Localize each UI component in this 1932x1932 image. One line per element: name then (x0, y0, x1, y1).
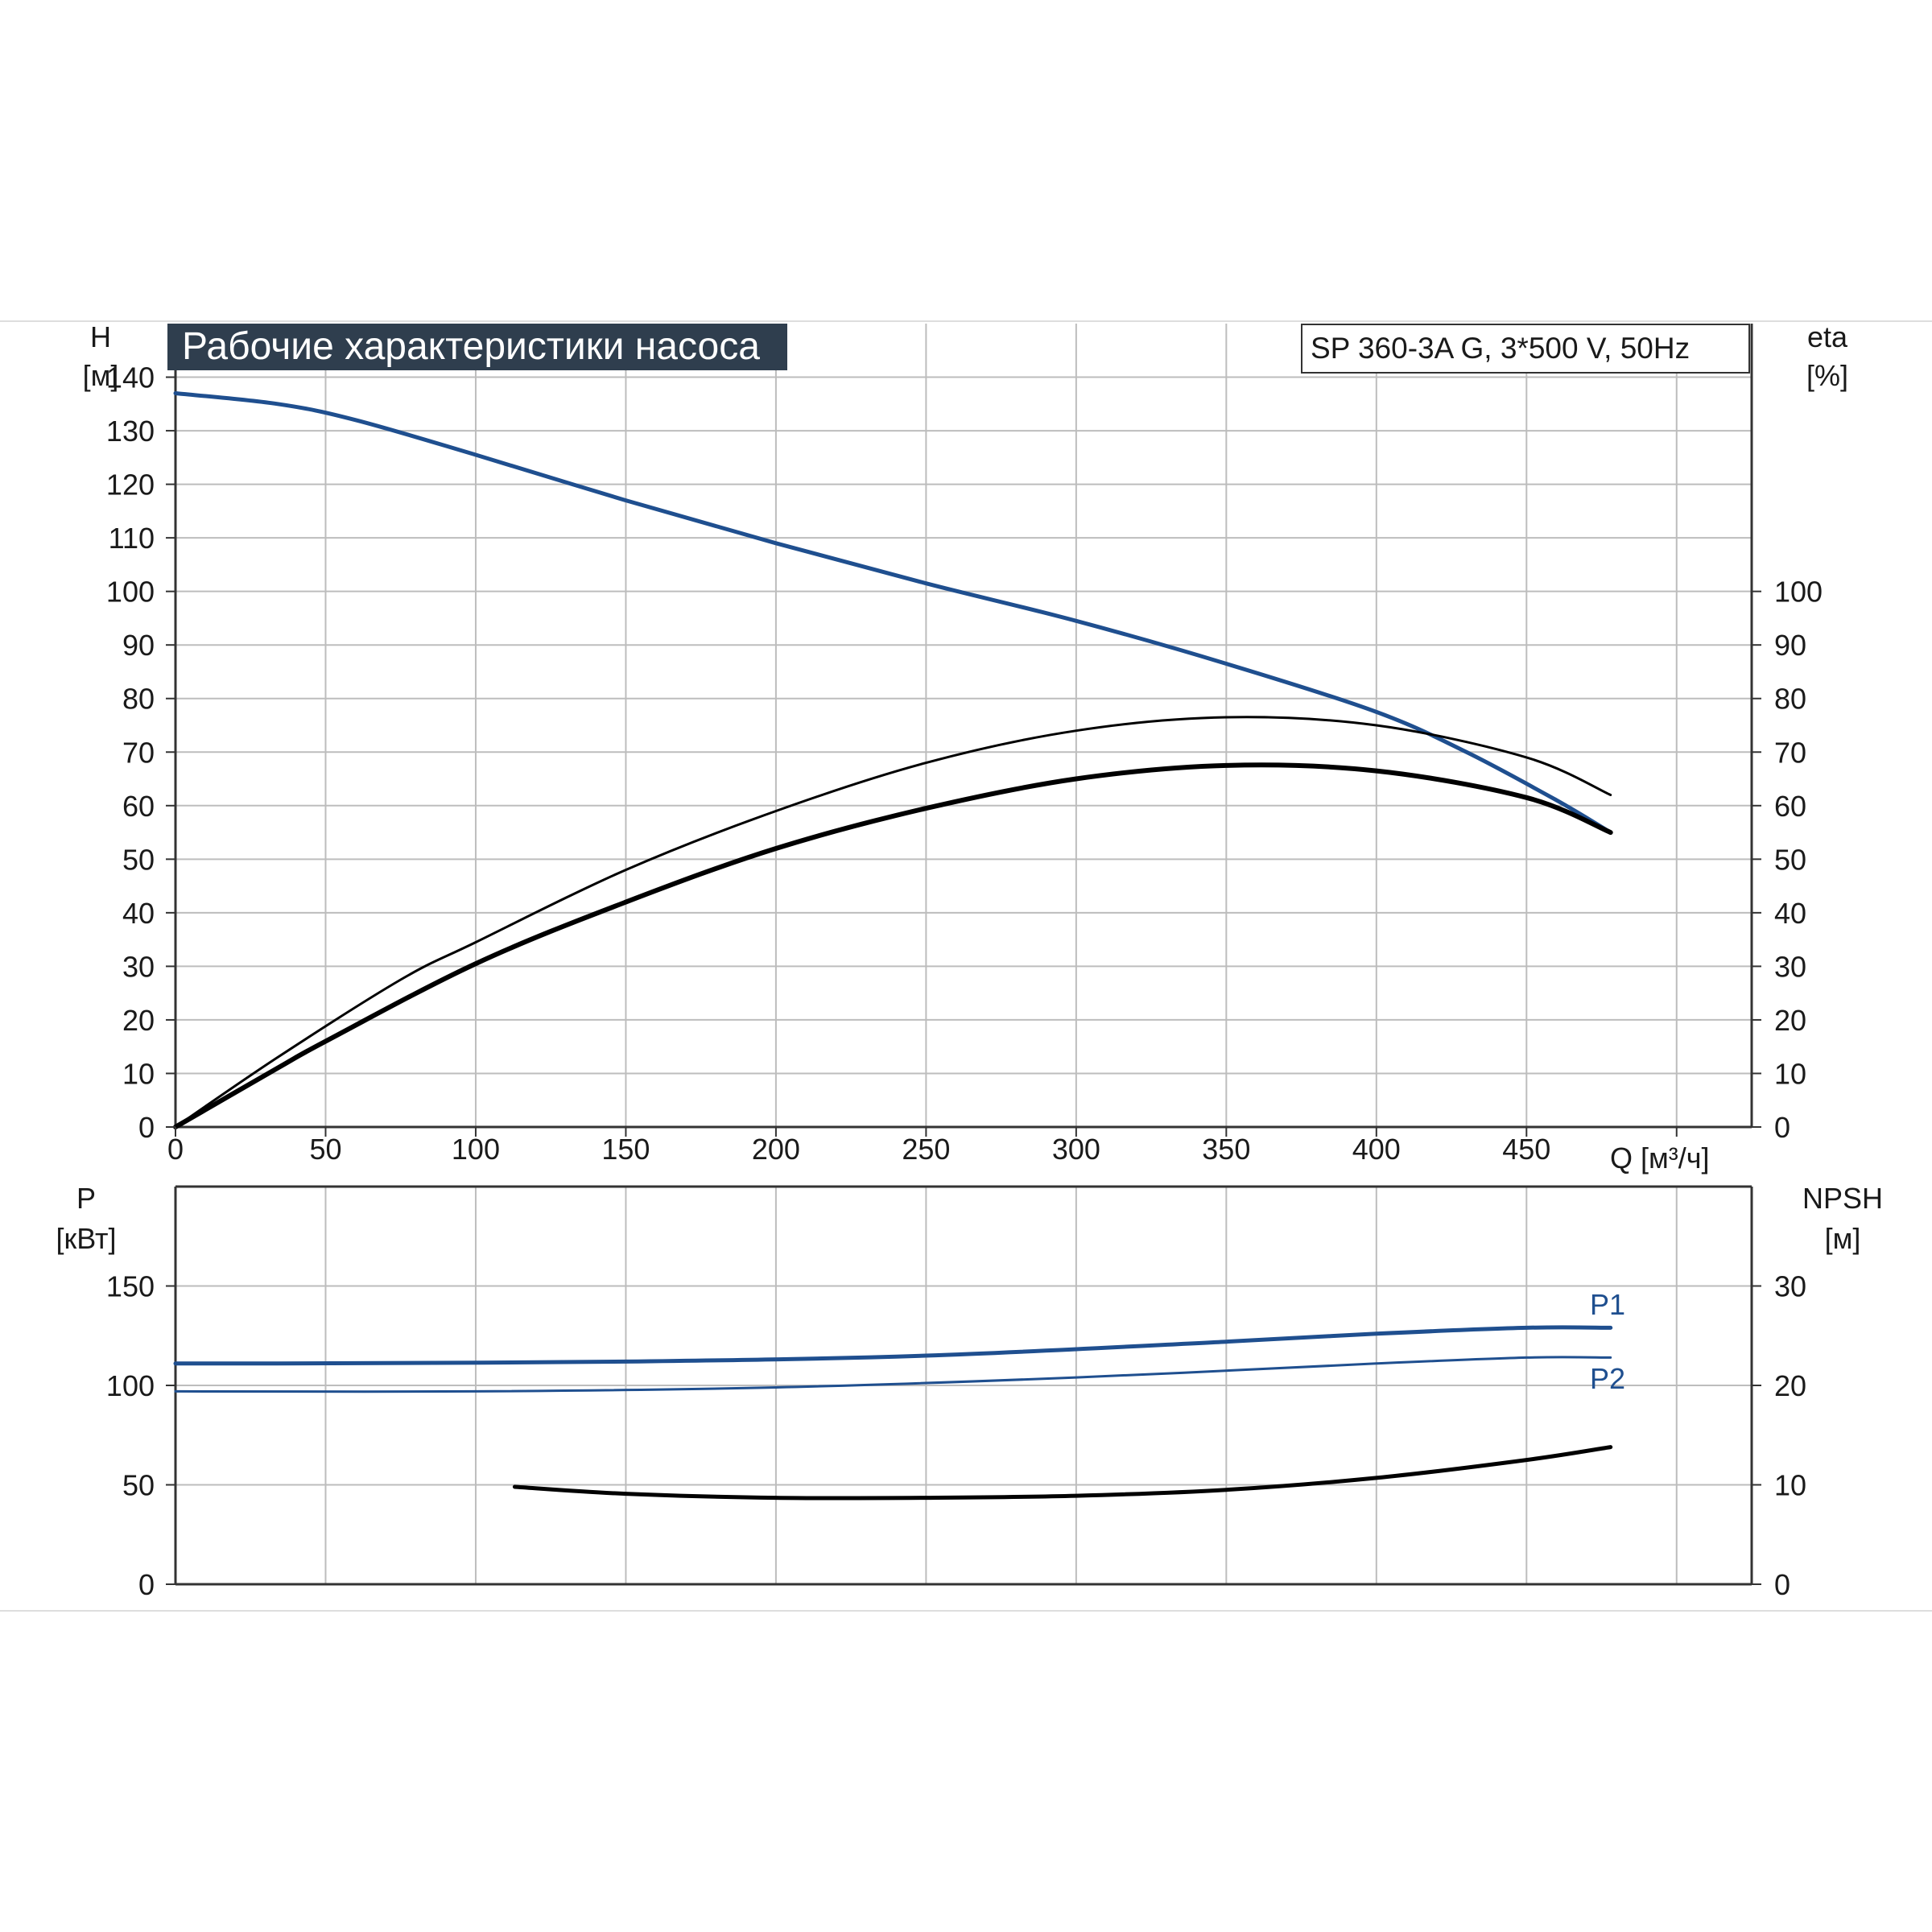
right-tick-label: 100 (1774, 576, 1823, 609)
left-tick-label: 120 (106, 469, 155, 502)
eta-axis-unit: [%] (1806, 359, 1848, 392)
right-tick-label: 0 (1774, 1568, 1790, 1601)
left-tick-label: 20 (122, 1004, 155, 1037)
left-tick-label: 100 (106, 1369, 155, 1402)
x-tick-label: 450 (1502, 1133, 1550, 1166)
right-tick-label: 40 (1774, 897, 1806, 930)
right-tick-label: 30 (1774, 950, 1806, 983)
eta-axis-symbol: eta (1806, 320, 1848, 353)
chart1-series-2-line (512, 1445, 1613, 1501)
model-label: SP 360-3A G, 3*500 V, 50Hz (1301, 324, 1750, 374)
series-label-p2: P2 (1589, 1362, 1626, 1395)
x-tick-label: 400 (1352, 1133, 1401, 1166)
chart0-series-2-line (173, 762, 1613, 1129)
left-tick-label: 70 (122, 736, 155, 769)
chart-title: Рабочие характеристики насоса (167, 324, 787, 370)
ticks-layer: 0102030405060708090100110120130140010203… (106, 361, 1823, 1601)
left-tick-label: 80 (122, 683, 155, 716)
bottom-band-line (0, 1610, 1932, 1612)
left-tick-label: 50 (122, 843, 155, 876)
h-axis-unit: [м] (82, 359, 119, 392)
x-tick-label: 150 (601, 1133, 650, 1166)
right-tick-label: 90 (1774, 629, 1806, 662)
x-axis-label: Q [м³/ч] (1610, 1141, 1710, 1174)
chart0-series-0-line (173, 391, 1613, 835)
chart1-series-1-line (174, 1356, 1612, 1393)
x-tick-label: 250 (902, 1133, 950, 1166)
h-axis-symbol: H (90, 320, 111, 353)
right-tick-label: 10 (1774, 1057, 1806, 1090)
left-tick-label: 30 (122, 950, 155, 983)
npsh-axis-unit: [м] (1824, 1222, 1861, 1255)
left-tick-label: 90 (122, 629, 155, 662)
left-tick-label: 40 (122, 897, 155, 930)
left-tick-label: 0 (138, 1568, 155, 1601)
left-tick-label: 50 (122, 1469, 155, 1502)
x-tick-label: 350 (1202, 1133, 1250, 1166)
left-tick-label: 100 (106, 576, 155, 609)
p-axis-symbol: P (76, 1182, 96, 1215)
right-tick-label: 50 (1774, 843, 1806, 876)
right-tick-label: 80 (1774, 683, 1806, 716)
left-tick-label: 10 (122, 1057, 155, 1090)
right-tick-label: 0 (1774, 1111, 1790, 1144)
right-tick-label: 20 (1774, 1369, 1806, 1402)
left-tick-label: 110 (109, 522, 155, 555)
top-band-line (0, 320, 1932, 322)
grid-layer (175, 324, 1752, 1584)
chart0-series-1-line (174, 716, 1612, 1129)
axes-layer (174, 324, 1753, 1586)
left-tick-label: 140 (106, 361, 155, 394)
x-tick-label: 0 (167, 1133, 184, 1166)
x-tick-label: 300 (1052, 1133, 1100, 1166)
right-tick-label: 60 (1774, 790, 1806, 823)
right-tick-label: 30 (1774, 1270, 1806, 1303)
left-tick-label: 150 (106, 1270, 155, 1303)
right-tick-label: 70 (1774, 736, 1806, 769)
right-tick-label: 10 (1774, 1469, 1806, 1502)
p-axis-unit: [кВт] (56, 1222, 117, 1255)
left-tick-label: 0 (138, 1111, 155, 1144)
chart1-series-0-line (173, 1325, 1613, 1366)
npsh-axis-symbol: NPSH (1802, 1182, 1884, 1215)
left-tick-label: 60 (122, 790, 155, 823)
x-tick-label: 50 (309, 1133, 341, 1166)
series-layer (173, 391, 1613, 1501)
left-tick-label: 130 (106, 415, 155, 448)
x-tick-label: 200 (752, 1133, 800, 1166)
x-tick-label: 100 (452, 1133, 500, 1166)
right-tick-label: 20 (1774, 1004, 1806, 1037)
series-label-p1: P1 (1589, 1288, 1626, 1321)
